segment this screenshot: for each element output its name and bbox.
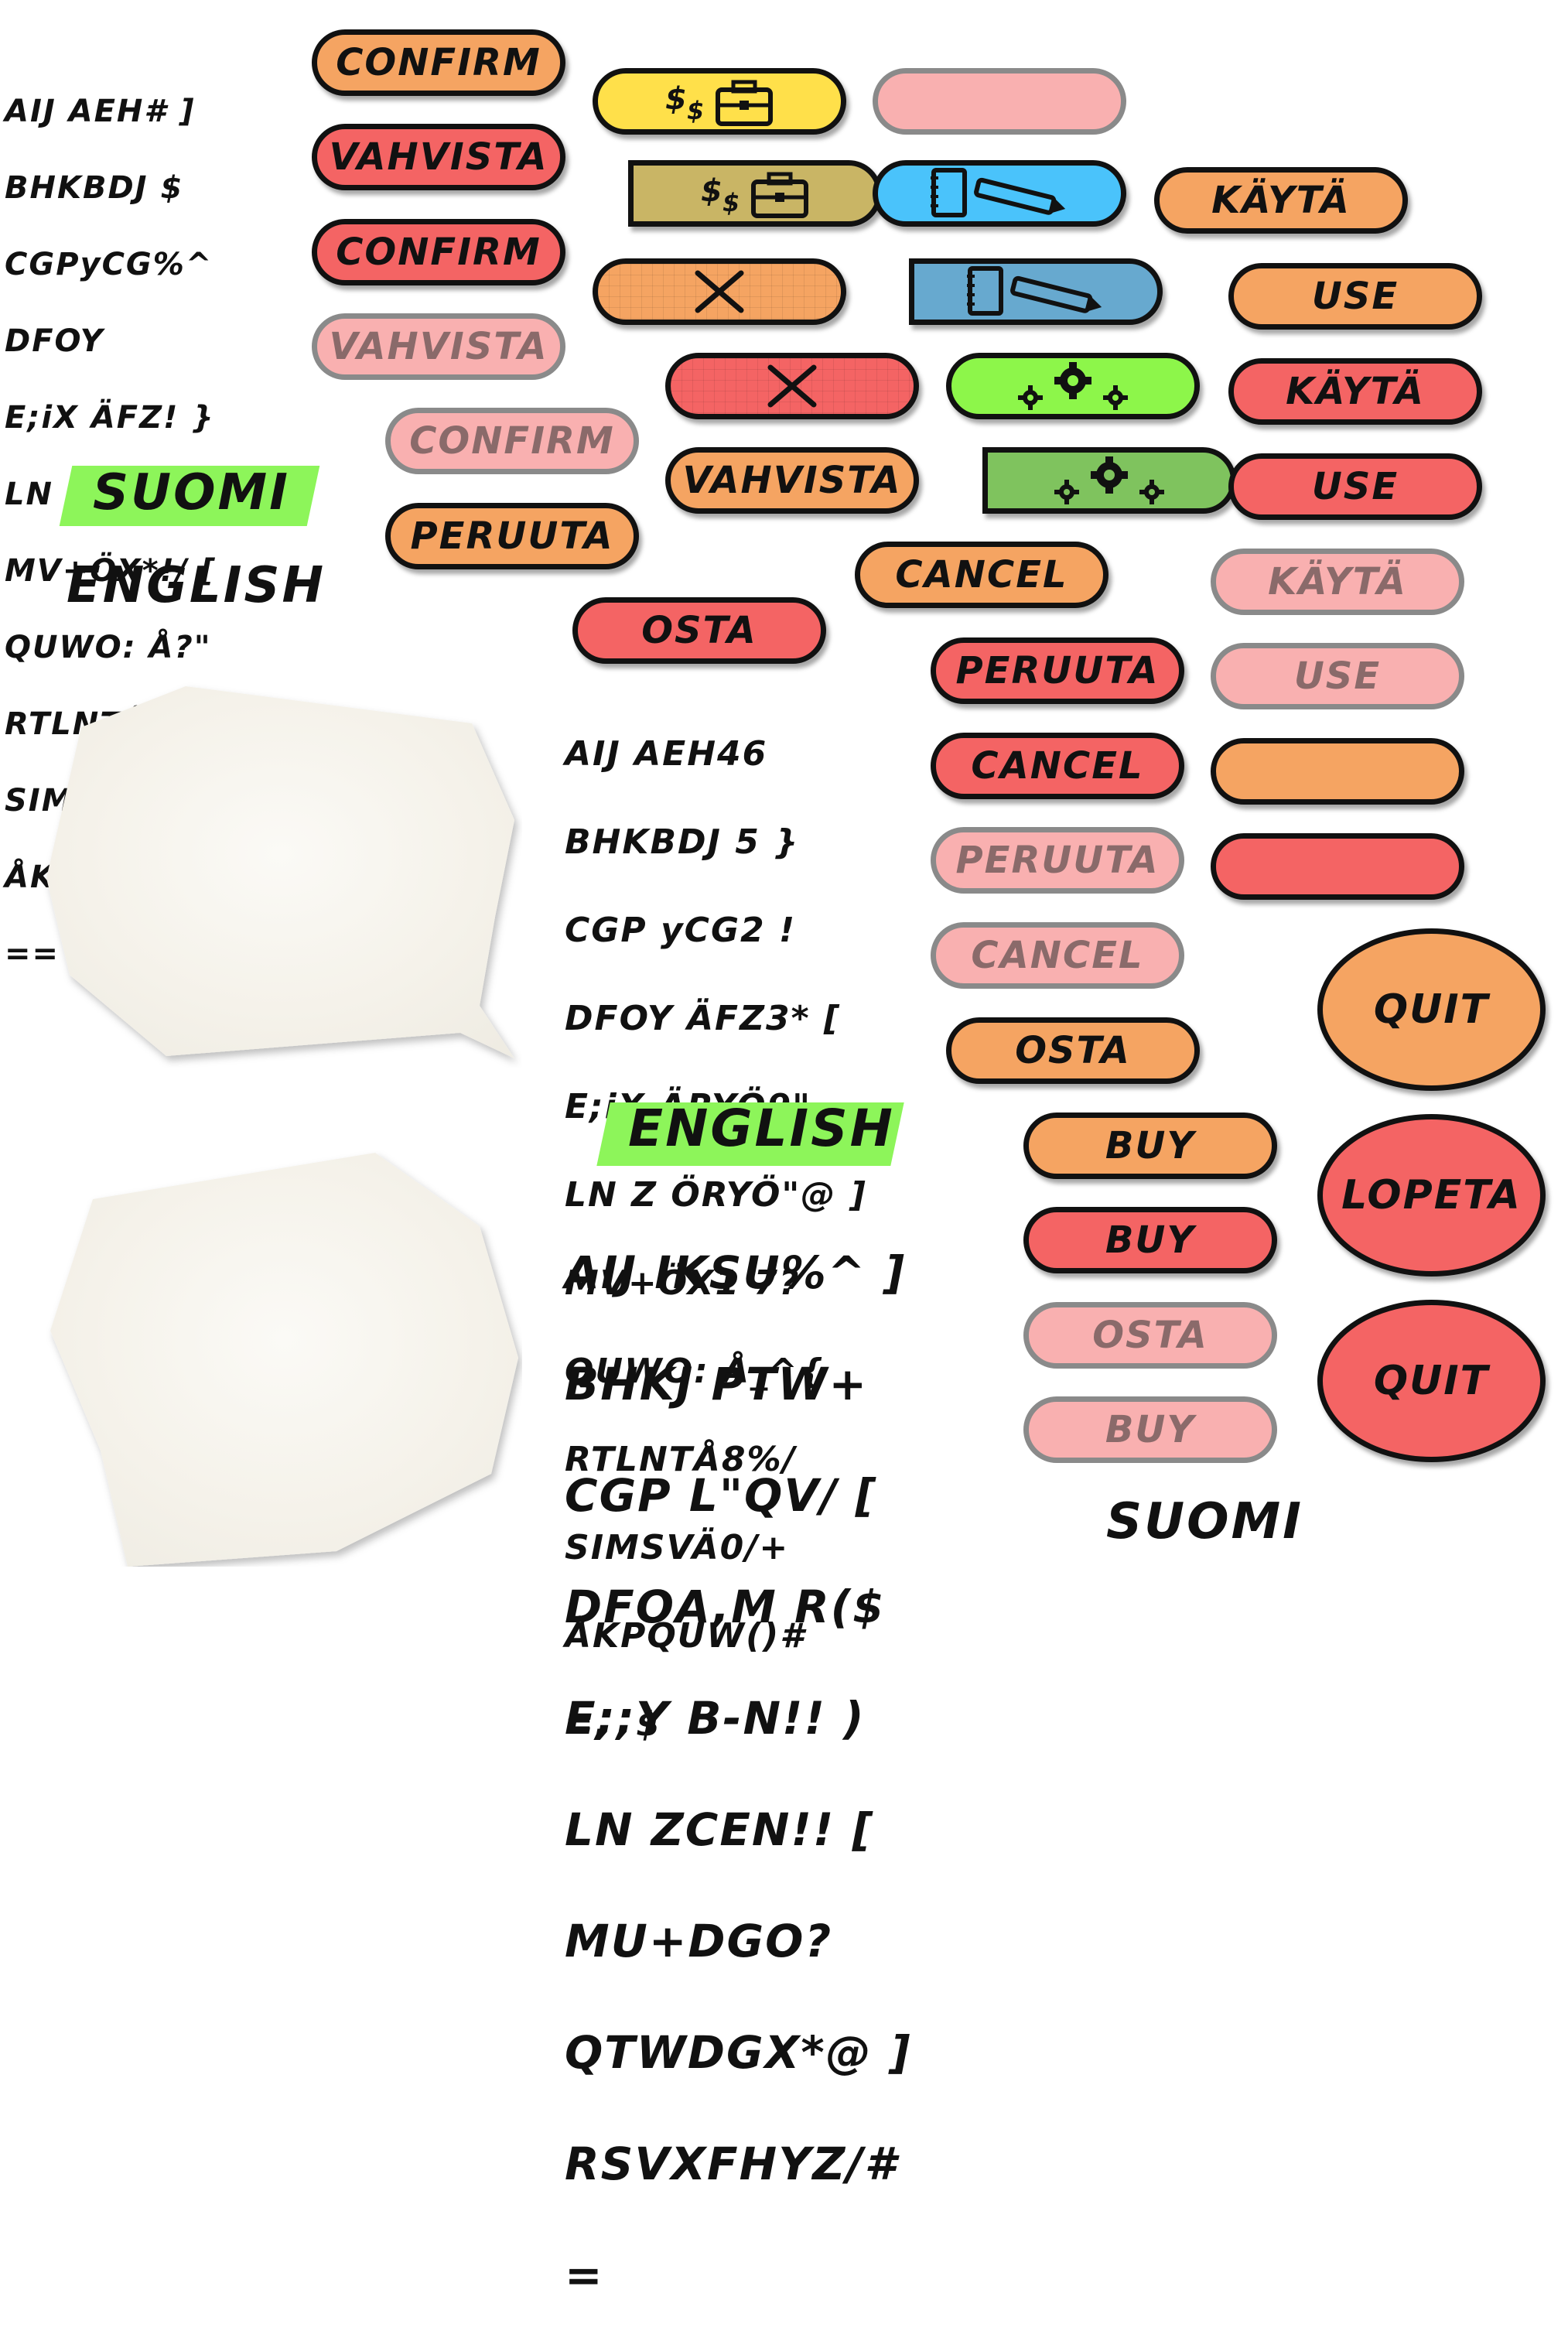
use-button[interactable]: Use <box>1228 263 1482 330</box>
use-button-disabled[interactable]: Use <box>1211 643 1464 709</box>
osta-button-disabled[interactable]: Osta <box>1023 1302 1277 1369</box>
vahvista-button[interactable]: Vahvista <box>312 124 565 190</box>
confirm-button[interactable]: Confirm <box>312 29 565 96</box>
confirm-button-hover[interactable]: Confirm <box>312 219 565 285</box>
cancel-button-hover[interactable]: Cancel <box>931 733 1184 799</box>
osta-button[interactable]: Osta <box>572 597 826 664</box>
speech-bubble-bottom <box>50 1153 518 1567</box>
settings-button[interactable] <box>946 353 1200 419</box>
close-icon <box>695 270 744 313</box>
confirm-button-disabled[interactable]: Confirm <box>385 408 639 474</box>
shop-button[interactable]: $ $ <box>593 68 846 135</box>
glyph-row: RSVXFHYZ/# <box>565 2138 897 2190</box>
close-button-hover[interactable] <box>665 353 919 419</box>
glyph-row: QTWDGX*@ ] <box>565 2026 912 2079</box>
glyph-row: DFOY <box>5 323 117 359</box>
money-briefcase-icon: $ $ <box>701 172 808 218</box>
glyph-row: LN ZCEN!! [ <box>565 1803 875 1856</box>
vahvista-button-disabled[interactable]: Vahvista <box>312 313 565 380</box>
settings-button-pressed[interactable] <box>982 447 1236 514</box>
glyph-sheet-3: AIJ IKSU%^ ] BHKJ PTW+ CGP L"QV/ [ DFOA,… <box>565 1180 911 2331</box>
peruuta-button-disabled[interactable]: Peruuta <box>931 827 1184 894</box>
svg-text:$: $ <box>701 173 724 209</box>
buy-button-hover[interactable]: Buy <box>1023 1207 1277 1273</box>
glyph-row: BHKBDJ 5 } <box>565 822 800 862</box>
kayta-button-disabled[interactable]: Käytä <box>1211 549 1464 615</box>
svg-text:$: $ <box>665 81 688 117</box>
svg-text:$: $ <box>687 96 705 125</box>
blank-button-red[interactable] <box>1211 833 1464 900</box>
glyph-row: AIJ AEH# ] <box>5 94 196 129</box>
cancel-button-disabled[interactable]: Cancel <box>931 922 1184 989</box>
notebook-pencil-icon <box>931 168 1066 217</box>
blank-button-disabled[interactable] <box>873 68 1126 135</box>
glyph-row: CGP L"QV/ [ <box>565 1469 878 1522</box>
cancel-button[interactable]: Cancel <box>855 542 1109 608</box>
money-briefcase-icon: $ $ <box>665 80 773 126</box>
kayta-button-hover[interactable]: Käytä <box>1228 358 1482 425</box>
glyph-row: == <box>5 936 60 972</box>
glyph-row: RTLNTÅ8%/ <box>565 1440 797 1479</box>
glyph-row: = <box>565 2249 604 2302</box>
blank-button-orange[interactable] <box>1211 738 1464 805</box>
language-label-suomi: Suomi <box>1106 1493 1303 1550</box>
quit-button-hover[interactable]: Quit <box>1317 1300 1546 1462</box>
glyph-row: CGPyCG%^ <box>5 247 214 282</box>
peruuta-button[interactable]: Peruuta <box>385 503 639 569</box>
close-button[interactable] <box>593 258 846 325</box>
use-button-hover[interactable]: Use <box>1228 453 1482 520</box>
glyph-row: MV+ÖX*!/ [ <box>5 553 217 589</box>
notebook-pencil-icon <box>967 266 1102 316</box>
language-label-english: English <box>67 557 326 614</box>
glyph-row: BHKBDJ $ <box>5 170 184 206</box>
peruuta-button-hover[interactable]: Peruuta <box>931 637 1184 704</box>
glyph-sheet-2: AIJ AEH46 BHKBDJ 5 } CGP yCG2 ! DFOY ÄFZ… <box>565 681 867 1769</box>
glyph-row: QUWO: Å?" <box>5 630 212 665</box>
glyph-row: SIMSVÄ0/+ <box>565 1528 790 1567</box>
svg-text:$: $ <box>723 188 741 217</box>
glyph-row: E;iX ÄFZ! } <box>5 400 215 436</box>
glyph-row: MU+DGO? <box>565 1915 833 1967</box>
language-label-english: English <box>628 1099 895 1158</box>
vahvista-button-alt[interactable]: Vahvista <box>665 447 919 514</box>
language-label-suomi: Suomi <box>93 464 290 521</box>
glyph-row: CGP yCG2 ! <box>565 911 797 950</box>
gears-icon <box>1018 362 1128 410</box>
glyph-row: AIJ IKSU%^ ] <box>565 1246 907 1299</box>
close-icon <box>767 364 817 408</box>
glyph-row: QUWO: Å_^{ <box>565 1352 825 1391</box>
shop-button-pressed[interactable]: $ $ <box>628 160 882 227</box>
glyph-row: MV+ÖX1 7? <box>565 1263 801 1303</box>
gears-icon <box>1054 456 1164 504</box>
glyph-row: DFOY ÄFZ3* [ <box>565 999 842 1038</box>
glyph-row: DFOA,M R($ <box>565 1581 886 1633</box>
buy-button[interactable]: Buy <box>1023 1113 1277 1179</box>
quit-button[interactable]: Quit <box>1317 928 1546 1091</box>
notes-button[interactable] <box>873 160 1126 227</box>
buy-button-disabled[interactable]: Buy <box>1023 1396 1277 1463</box>
osta-button-alt[interactable]: Osta <box>946 1017 1200 1084</box>
kayta-button[interactable]: Käytä <box>1154 167 1408 234</box>
speech-bubble-top <box>46 686 514 1058</box>
glyph-row: E;;Y B-N!! ) <box>565 1692 866 1745</box>
notes-button-pressed[interactable] <box>909 258 1163 325</box>
lopeta-button[interactable]: Lopeta <box>1317 1114 1546 1277</box>
glyph-row: AIJ AEH46 <box>565 734 768 774</box>
glyph-row: LN Z ÖRYÖ"@ ] <box>565 1175 867 1215</box>
glyph-row: BHKJ PTW+ <box>565 1358 869 1410</box>
